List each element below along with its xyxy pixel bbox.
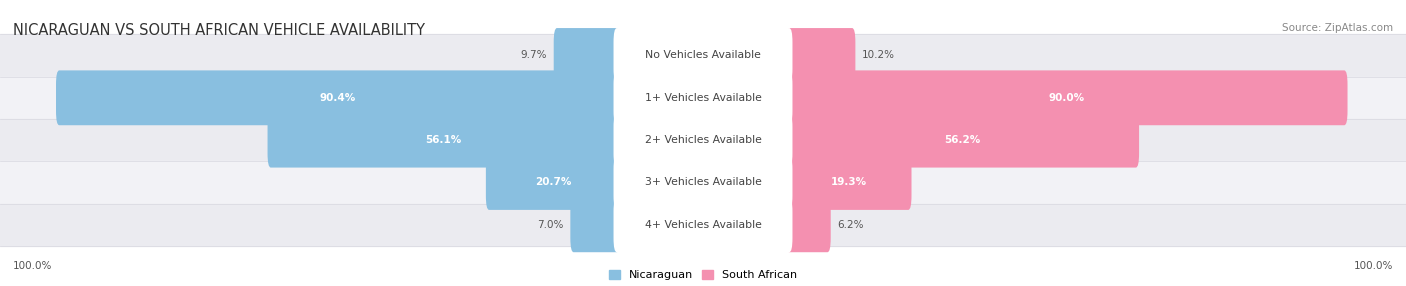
Text: 1+ Vehicles Available: 1+ Vehicles Available (644, 93, 762, 103)
Text: 4+ Vehicles Available: 4+ Vehicles Available (644, 220, 762, 230)
FancyBboxPatch shape (267, 113, 620, 168)
Text: Source: ZipAtlas.com: Source: ZipAtlas.com (1282, 23, 1393, 33)
FancyBboxPatch shape (613, 70, 793, 125)
FancyBboxPatch shape (613, 197, 793, 252)
FancyBboxPatch shape (613, 28, 793, 83)
FancyBboxPatch shape (786, 155, 911, 210)
FancyBboxPatch shape (786, 28, 855, 83)
FancyBboxPatch shape (571, 197, 620, 252)
Text: NICARAGUAN VS SOUTH AFRICAN VEHICLE AVAILABILITY: NICARAGUAN VS SOUTH AFRICAN VEHICLE AVAI… (13, 23, 425, 38)
Text: 3+ Vehicles Available: 3+ Vehicles Available (644, 178, 762, 187)
FancyBboxPatch shape (56, 70, 620, 125)
FancyBboxPatch shape (486, 155, 620, 210)
Text: 56.2%: 56.2% (945, 135, 981, 145)
Text: 100.0%: 100.0% (13, 261, 52, 271)
Text: 90.0%: 90.0% (1049, 93, 1085, 103)
FancyBboxPatch shape (786, 197, 831, 252)
Legend: Nicaraguan, South African: Nicaraguan, South African (609, 270, 797, 281)
Text: No Vehicles Available: No Vehicles Available (645, 51, 761, 60)
Text: 2+ Vehicles Available: 2+ Vehicles Available (644, 135, 762, 145)
FancyBboxPatch shape (613, 155, 793, 210)
Text: 10.2%: 10.2% (862, 51, 894, 60)
Text: 20.7%: 20.7% (534, 178, 571, 187)
Text: 100.0%: 100.0% (1354, 261, 1393, 271)
Text: 6.2%: 6.2% (837, 220, 863, 230)
FancyBboxPatch shape (786, 113, 1139, 168)
FancyBboxPatch shape (786, 70, 1347, 125)
FancyBboxPatch shape (554, 28, 620, 83)
FancyBboxPatch shape (613, 113, 793, 168)
Text: 56.1%: 56.1% (426, 135, 461, 145)
Text: 9.7%: 9.7% (520, 51, 547, 60)
Text: 19.3%: 19.3% (831, 178, 868, 187)
Text: 90.4%: 90.4% (319, 93, 356, 103)
Text: 7.0%: 7.0% (537, 220, 564, 230)
